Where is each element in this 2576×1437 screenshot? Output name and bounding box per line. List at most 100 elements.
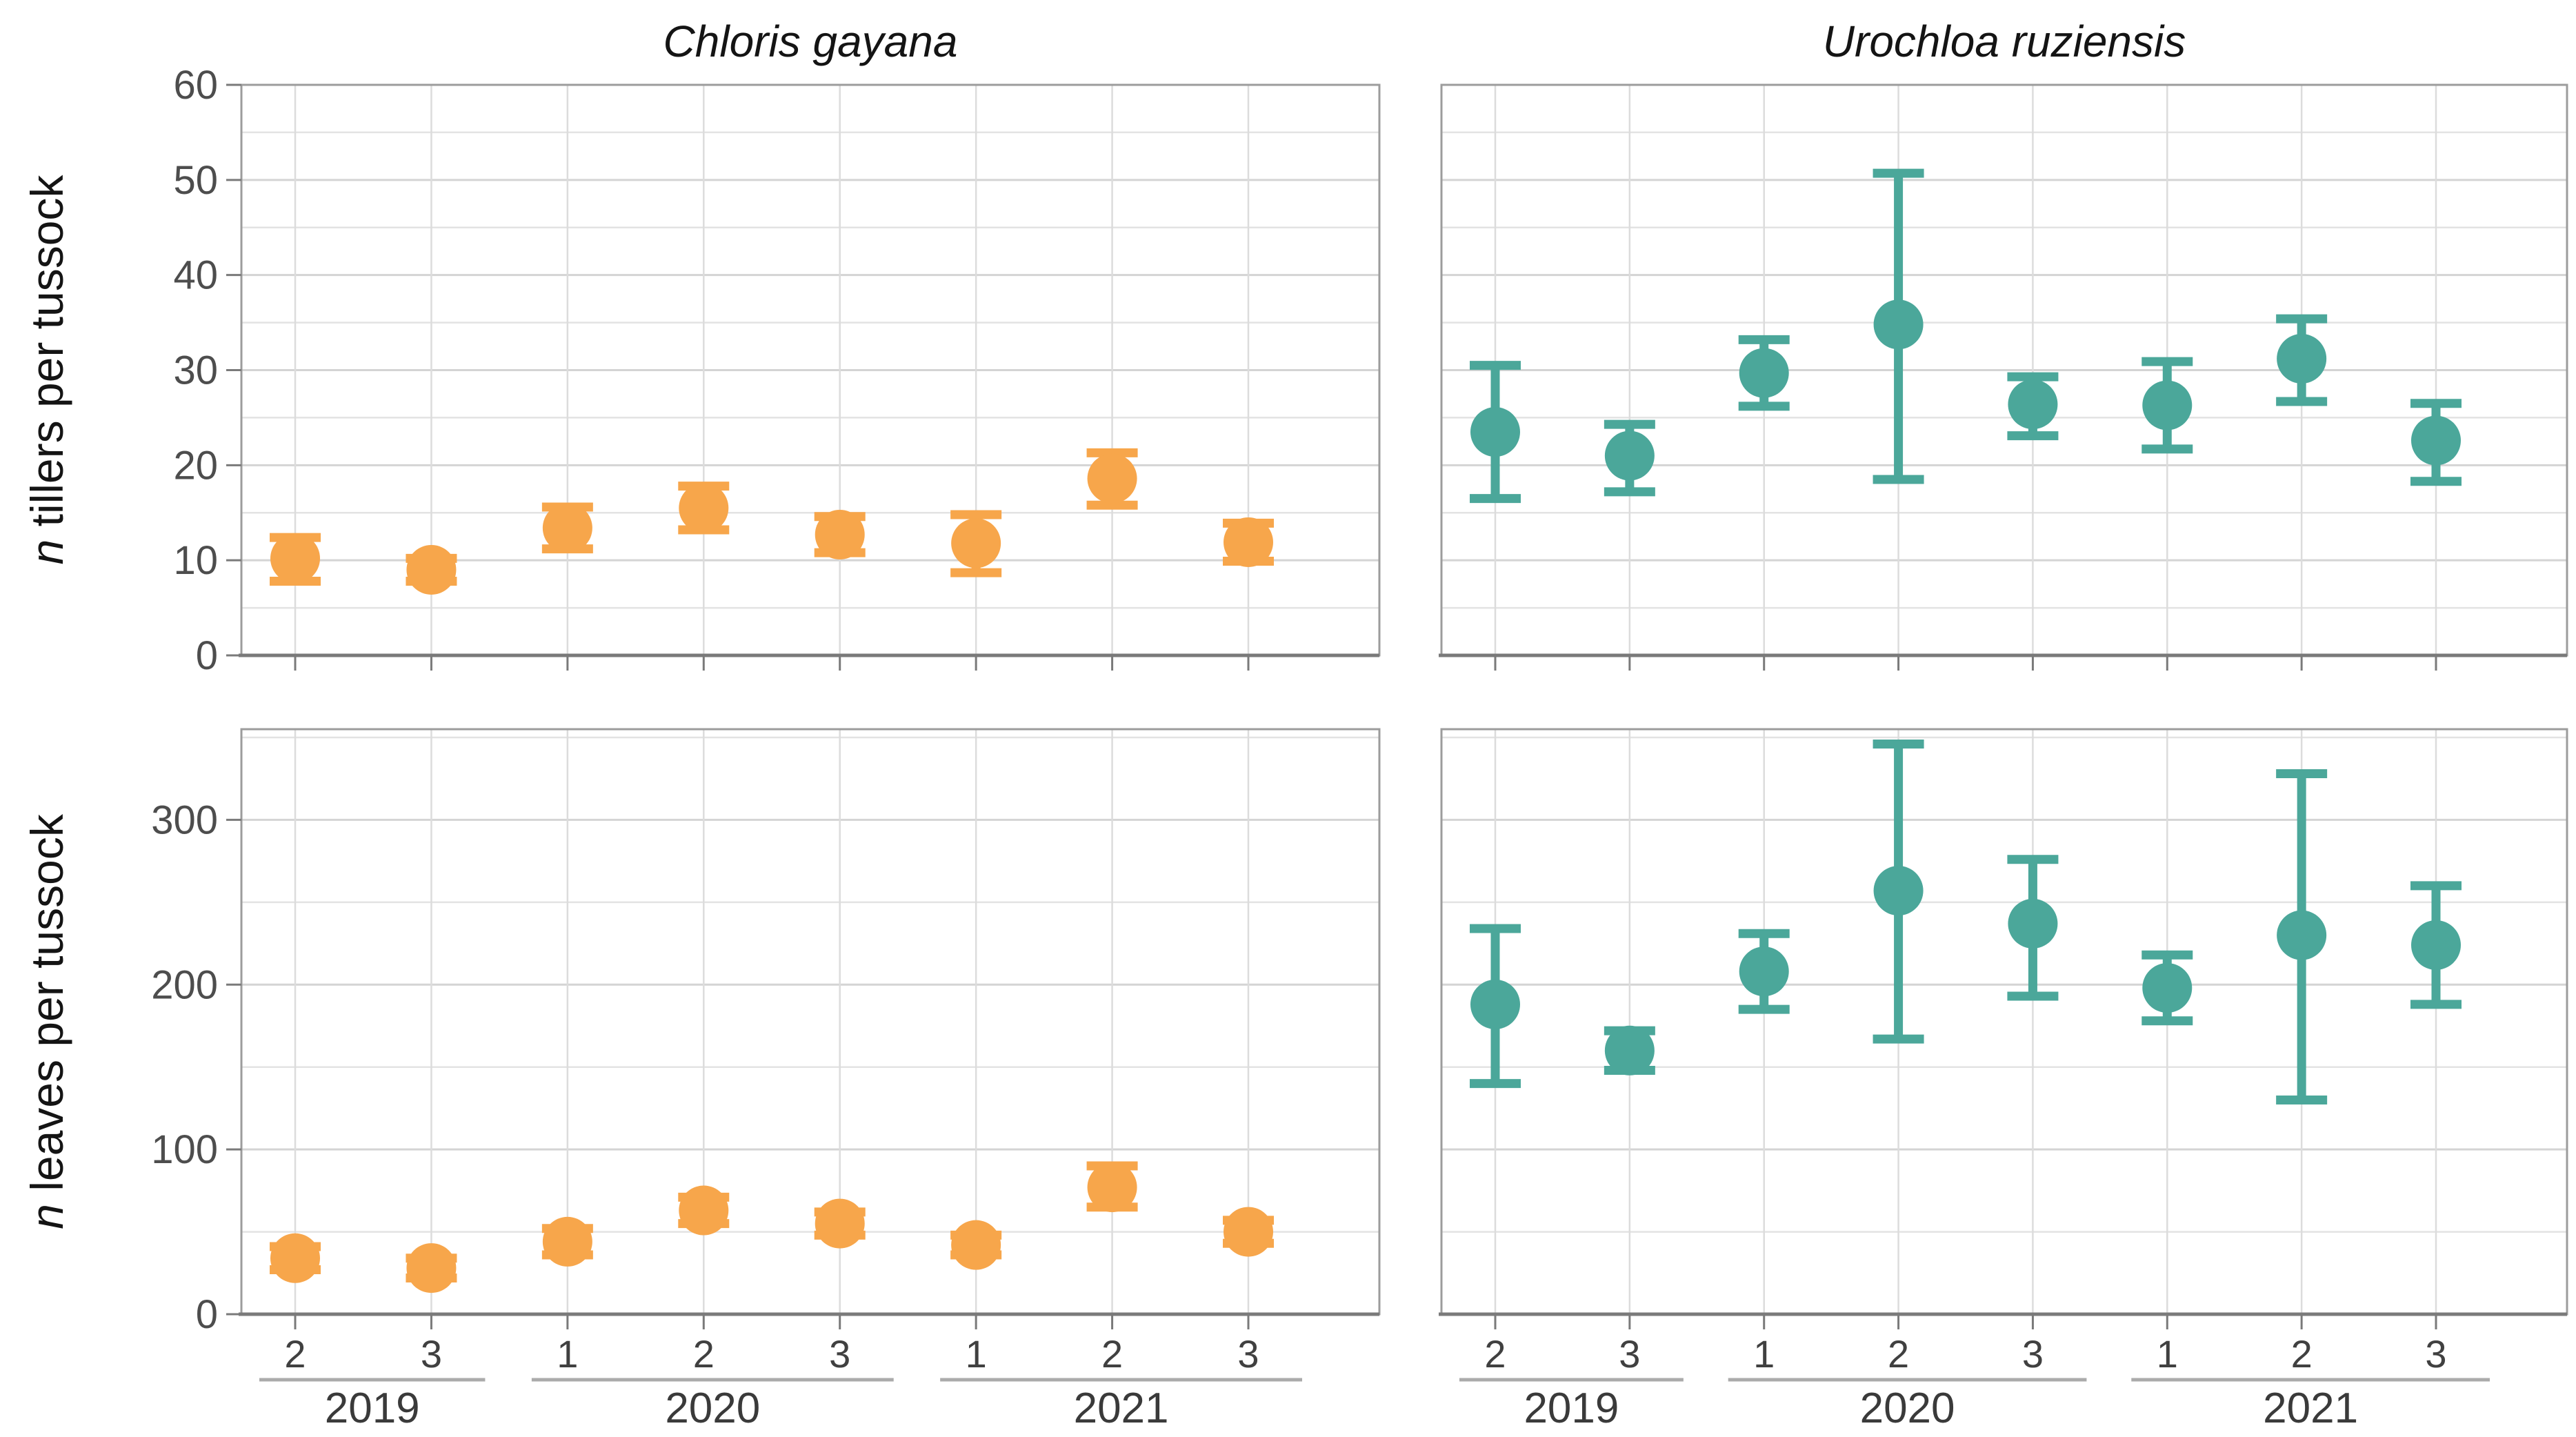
season-label: 3 (2425, 1332, 2446, 1376)
mean-point (2142, 380, 2193, 430)
pointrange-2021-s2 (1086, 1161, 1138, 1213)
pointrange-2020-s3 (814, 1198, 866, 1249)
y-tick-label: 40 (173, 253, 218, 298)
pointrange-2019-s2 (270, 533, 321, 586)
pointrange-2019-s3 (1604, 1025, 1655, 1076)
facet-title-urochloa-ruziensis: Urochloa ruziensis (1822, 17, 2186, 66)
pointrange-2020-s2 (678, 1185, 730, 1236)
pointrange-2020-s2 (1873, 739, 1924, 1044)
y-tick-label: 0 (196, 1292, 218, 1337)
mean-point (951, 518, 1001, 568)
pointrange-2019-s2 (270, 1233, 321, 1283)
panel-1-1 (1439, 728, 2568, 1329)
y-axis-label-leaves: n leaves per tussock (21, 677, 72, 1367)
year-label: 2019 (325, 1385, 420, 1432)
season-label: 2 (1888, 1332, 1909, 1376)
year-label: 2019 (1524, 1385, 1619, 1432)
y-tick-label: 60 (173, 63, 218, 108)
mean-point (679, 1185, 729, 1236)
pointrange-2020-s1 (1738, 929, 1790, 1014)
pointrange-2019-s2 (1470, 924, 1521, 1089)
y-tick-label: 300 (151, 797, 218, 842)
season-label: 3 (1619, 1332, 1640, 1376)
pointrange-2021-s3 (2410, 399, 2462, 486)
pointrange-2021-s1 (2141, 357, 2193, 454)
season-label: 2 (2291, 1332, 2313, 1376)
mean-point (1739, 348, 1789, 398)
season-label: 2 (284, 1332, 306, 1376)
pointrange-2020-s1 (541, 1216, 593, 1267)
pointrange-2021-s1 (2141, 950, 2193, 1026)
pointrange-2020-s3 (814, 509, 866, 559)
pointrange-2021-s3 (2410, 881, 2462, 1009)
mean-point (1087, 1162, 1137, 1213)
year-label: 2021 (1074, 1385, 1169, 1432)
mean-point (1224, 1207, 1273, 1257)
mean-point (1470, 979, 1520, 1029)
season-label: 2 (1484, 1332, 1506, 1376)
season-label: 1 (2157, 1332, 2178, 1376)
season-label: 3 (829, 1332, 850, 1376)
year-label: 2021 (2263, 1385, 2358, 1432)
mean-point (815, 509, 865, 559)
mean-point (542, 1216, 592, 1267)
pointrange-2020-s2 (678, 482, 730, 535)
facet-title-chloris-gayana: Chloris gayana (663, 17, 958, 66)
y-tick-label: 50 (173, 158, 218, 203)
ylabel-italic-n: n (21, 539, 72, 565)
mean-point (542, 503, 592, 553)
mean-point (1604, 1025, 1655, 1076)
mean-point (1604, 430, 1655, 481)
y-axis-label-tillers: n tillers per tussock (21, 25, 72, 715)
season-label: 2 (1101, 1332, 1123, 1376)
mean-point (1739, 947, 1789, 997)
panel-0-1 (1439, 83, 2568, 671)
season-label: 1 (1753, 1332, 1775, 1376)
mean-point (1470, 407, 1520, 457)
pointrange-2021-s2 (2276, 769, 2328, 1104)
mean-point (2277, 333, 2327, 384)
pointrange-2021-s3 (1223, 1207, 1274, 1257)
panel-1-0: 0 100 200 300 (151, 728, 1381, 1337)
mean-point (270, 1233, 320, 1283)
pointrange-2019-s2 (1470, 361, 1521, 504)
panel-0-0: 0 10 20 30 40 50 60 (173, 63, 1381, 678)
pointrange-2021-s2 (2276, 314, 2328, 406)
mean-point (2008, 379, 2058, 430)
mean-point (951, 1220, 1001, 1270)
mean-point (679, 483, 729, 533)
pointrange-2021-s1 (950, 510, 1002, 577)
pointrange-2020-s3 (2007, 855, 2059, 1001)
ylabel-italic-n: n (21, 1204, 72, 1229)
mean-point (1873, 299, 1924, 350)
mean-point (406, 544, 457, 595)
mean-point (2142, 963, 2193, 1013)
y-tick-label: 30 (173, 348, 218, 393)
pointrange-2020-s1 (541, 502, 593, 554)
pointrange-2020-s2 (1873, 168, 1924, 484)
season-label: 3 (421, 1332, 442, 1376)
mean-point (2411, 920, 2461, 970)
pointrange-2021-s2 (1086, 448, 1138, 510)
season-label: 1 (557, 1332, 578, 1376)
y-tick-label: 200 (151, 962, 218, 1007)
pointrange-2019-s3 (406, 1243, 457, 1294)
mean-point (2008, 898, 2058, 949)
season-label: 3 (1237, 1332, 1259, 1376)
pointrange-2019-s3 (1604, 419, 1655, 497)
panel-background (1441, 729, 2567, 1314)
year-label: 2020 (665, 1385, 760, 1432)
mean-point (1224, 517, 1273, 567)
mean-point (2277, 910, 2327, 960)
season-label: 1 (966, 1332, 987, 1376)
pointrange-2020-s3 (2007, 372, 2059, 441)
pointrange-2021-s3 (1223, 517, 1274, 567)
mean-point (815, 1198, 865, 1249)
year-label: 2020 (1860, 1385, 1955, 1432)
panel-background (241, 729, 1379, 1314)
mean-point (2411, 415, 2461, 466)
y-tick-label: 20 (173, 443, 218, 488)
pointrange-2021-s1 (950, 1220, 1002, 1270)
